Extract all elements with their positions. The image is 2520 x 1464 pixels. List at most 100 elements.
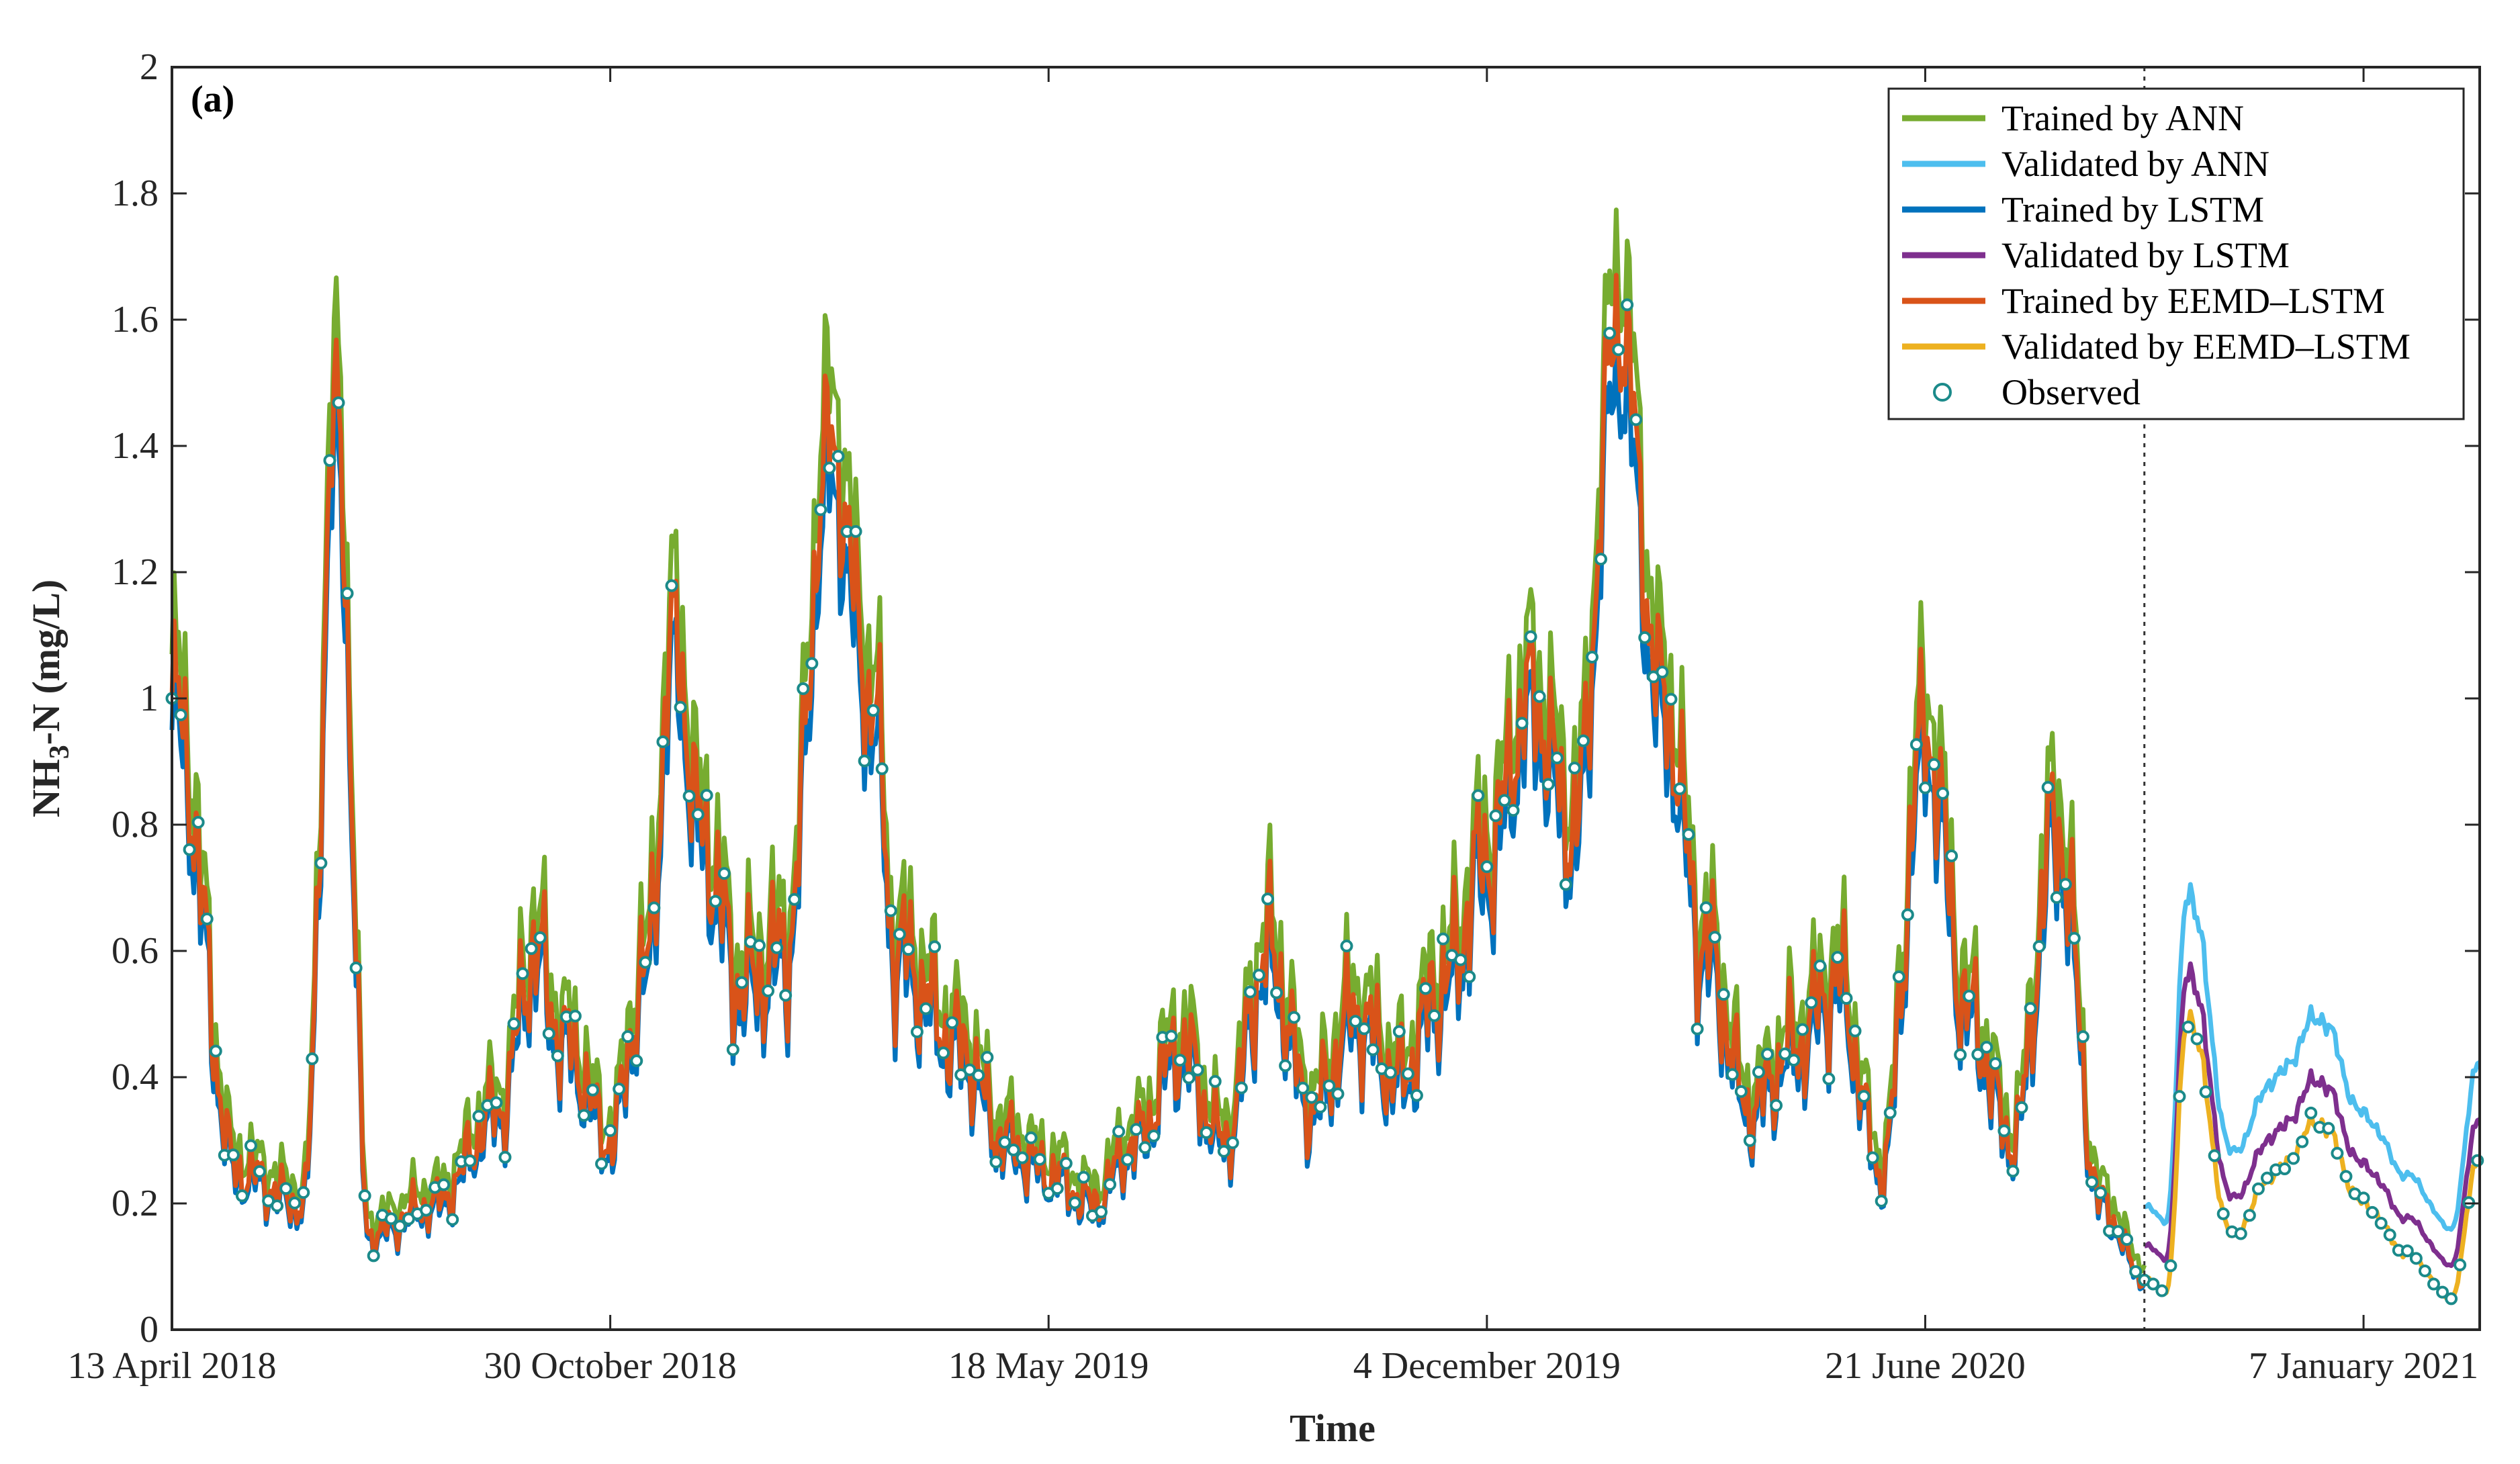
observed-point bbox=[1568, 762, 1581, 775]
observed-point bbox=[2234, 1227, 2247, 1240]
observed-point bbox=[2208, 1149, 2221, 1162]
x-tick-label: 13 April 2018 bbox=[67, 1345, 276, 1387]
x-tick-label: 18 May 2019 bbox=[948, 1345, 1149, 1387]
observed-point bbox=[1743, 1134, 1756, 1147]
observed-point bbox=[1077, 1171, 1090, 1184]
observed-point bbox=[1437, 932, 1450, 946]
observed-point bbox=[2322, 1122, 2335, 1135]
observed-point bbox=[639, 956, 652, 969]
observed-point bbox=[2129, 1265, 2143, 1278]
observed-point bbox=[2076, 1030, 2089, 1044]
observed-point bbox=[2454, 1259, 2467, 1272]
legend: Trained by ANN Validated by ANN Trained by… bbox=[1887, 87, 2465, 420]
y-tick-label: 1.2 bbox=[111, 551, 159, 593]
observed-point bbox=[2164, 1259, 2177, 1273]
observed-point bbox=[1419, 982, 1432, 995]
observed-point bbox=[2155, 1284, 2169, 1297]
observed-point bbox=[928, 940, 942, 954]
observed-point bbox=[1717, 988, 1730, 1001]
observed-point bbox=[1357, 1022, 1371, 1036]
observed-point bbox=[770, 941, 784, 954]
observed-point bbox=[1050, 1182, 1064, 1195]
observed-point bbox=[1392, 1025, 1406, 1038]
observed-point bbox=[682, 789, 696, 803]
observed-point bbox=[1489, 809, 1502, 823]
observed-point bbox=[1779, 1047, 1792, 1060]
observed-point bbox=[1147, 1130, 1161, 1143]
observed-point bbox=[1866, 1151, 1879, 1164]
observed-point bbox=[1296, 1081, 1310, 1095]
observed-point bbox=[2427, 1277, 2440, 1291]
observed-point bbox=[1130, 1123, 1143, 1136]
observed-point bbox=[1524, 630, 1537, 643]
observed-point bbox=[1673, 782, 1686, 796]
observed-point bbox=[551, 1049, 564, 1062]
observed-point bbox=[2400, 1244, 2414, 1258]
observed-point bbox=[1410, 1089, 1423, 1102]
observed-point bbox=[1226, 1136, 1239, 1150]
y-tick-label: 0.4 bbox=[111, 1056, 159, 1098]
observed-point bbox=[726, 1043, 739, 1056]
observed-point bbox=[1621, 298, 1634, 312]
observed-point bbox=[1831, 951, 1844, 964]
observed-point bbox=[542, 1027, 555, 1040]
y-tick-label: 0.8 bbox=[111, 804, 159, 845]
observed-point bbox=[1366, 1043, 1380, 1056]
observed-point bbox=[752, 939, 766, 952]
observed-point bbox=[2094, 1186, 2107, 1199]
observed-point bbox=[349, 961, 363, 974]
observed-point bbox=[762, 985, 775, 998]
observed-point bbox=[2366, 1205, 2379, 1219]
observed-point bbox=[341, 587, 354, 600]
observed-point bbox=[1104, 1178, 1117, 1191]
y-tick-label: 2 bbox=[140, 46, 159, 88]
observed-point bbox=[1322, 1079, 1336, 1093]
observed-point bbox=[1594, 553, 1608, 566]
observed-point bbox=[937, 1046, 950, 1060]
observed-point bbox=[1550, 751, 1564, 765]
observed-point bbox=[1682, 827, 1695, 841]
observed-point bbox=[1980, 1040, 1993, 1054]
observed-point bbox=[507, 1017, 521, 1030]
observed-point bbox=[1848, 1024, 1862, 1038]
observed-point bbox=[271, 1199, 284, 1213]
observed-point bbox=[674, 700, 687, 714]
observed-point bbox=[1480, 860, 1494, 874]
observed-point bbox=[253, 1165, 267, 1179]
observed-point bbox=[288, 1196, 302, 1209]
observed-point bbox=[1498, 794, 1511, 807]
observed-point bbox=[1638, 631, 1652, 644]
observed-point bbox=[1261, 893, 1275, 906]
observed-point bbox=[1559, 878, 1572, 891]
observed-point bbox=[209, 1044, 222, 1058]
observed-point bbox=[2067, 931, 2081, 945]
observed-point bbox=[779, 989, 793, 1002]
observed-point bbox=[893, 927, 906, 941]
observed-point bbox=[814, 503, 827, 516]
observed-point bbox=[1234, 1081, 1248, 1095]
observed-point bbox=[1840, 992, 1853, 1005]
legend-label: Trained by ANN bbox=[2001, 98, 2244, 138]
observed-point bbox=[1182, 1071, 1196, 1085]
observed-point bbox=[1068, 1196, 1081, 1209]
observed-point bbox=[1927, 758, 1940, 771]
observed-point bbox=[490, 1096, 503, 1109]
observed-point bbox=[1200, 1126, 1213, 1139]
observed-point bbox=[1708, 931, 1721, 944]
observed-point bbox=[306, 1052, 319, 1066]
x-tick-label: 30 October 2018 bbox=[484, 1345, 736, 1387]
observed-point bbox=[1208, 1074, 1222, 1088]
observed-point bbox=[2436, 1285, 2449, 1299]
observed-point bbox=[831, 449, 845, 463]
observed-point bbox=[1971, 1048, 1985, 1061]
observed-point bbox=[533, 931, 547, 944]
observed-point bbox=[2181, 1020, 2195, 1034]
observed-point bbox=[823, 461, 836, 475]
y-tick-label: 1.6 bbox=[111, 299, 159, 340]
observed-point bbox=[621, 1030, 635, 1044]
observed-point bbox=[656, 735, 670, 749]
series-line bbox=[169, 273, 2147, 1289]
observed-point bbox=[235, 1189, 249, 1203]
observed-point bbox=[1024, 1131, 1038, 1144]
observed-point bbox=[1813, 959, 1827, 972]
